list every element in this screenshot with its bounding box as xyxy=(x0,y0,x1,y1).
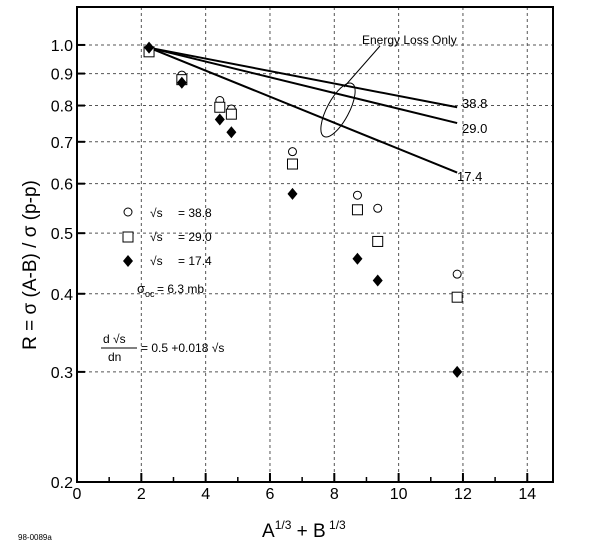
marker-square xyxy=(451,291,463,303)
x-axis-label: A1/3 + B 1/3 xyxy=(262,518,346,542)
x-tick-label: 6 xyxy=(266,486,275,503)
y-tick-label: 0.4 xyxy=(51,287,73,304)
y-tick-label: 0.6 xyxy=(51,177,73,194)
marker-diamond xyxy=(452,365,463,378)
marker-diamond xyxy=(352,252,363,265)
energy-loss-line xyxy=(148,46,458,109)
y-tick-label: 1.0 xyxy=(51,38,73,55)
legend-marker-diamond xyxy=(123,255,133,267)
y-tick-label: 0.8 xyxy=(51,99,73,116)
x-tick-label: 8 xyxy=(330,486,339,503)
energy-loss-label: Energy Loss Only xyxy=(362,33,457,47)
marker-circle xyxy=(452,269,462,279)
x-tick-label: 12 xyxy=(454,486,472,503)
x-label-a-exp: 1/3 xyxy=(275,518,292,532)
y-tick-label: 0.2 xyxy=(51,475,73,492)
sigma-oc-value: = 6.3 mb xyxy=(157,282,204,296)
line-label-38-8: 38.8 xyxy=(462,96,487,111)
marker-diamond xyxy=(214,113,225,126)
energy-loss-lines xyxy=(148,46,458,174)
formula-denominator: dn xyxy=(108,350,121,364)
formula-rhs: = 0.5 +0.018 √s xyxy=(141,341,224,355)
line-label-29-0: 29.0 xyxy=(462,121,487,136)
legend-value-0: = 38.8 xyxy=(178,206,212,220)
marker-square xyxy=(225,108,237,120)
axis-ticks: 0 2 4 6 8 10 12 14 0.2 0.3 0.4 0.5 0.6 0.7 0.8 0.9 1.0 xyxy=(51,38,537,503)
marker-diamond xyxy=(226,126,237,139)
y-tick-label: 0.7 xyxy=(51,135,73,152)
marker-circle xyxy=(373,203,383,213)
figure-id: 98-0089a xyxy=(18,533,52,542)
marker-diamond xyxy=(144,41,155,54)
x-label-plus: + B xyxy=(291,521,325,542)
energy-loss-line xyxy=(148,46,458,174)
x-label-b-exp: 1/3 xyxy=(326,518,346,532)
plot-frame xyxy=(76,6,554,483)
legend-value-2: = 17.4 xyxy=(178,254,212,268)
y-axis-label: R = σ (A-B) / σ (p-p) xyxy=(20,180,41,350)
x-tick-label: 10 xyxy=(390,486,408,503)
marker-diamond xyxy=(372,274,383,287)
x-tick-label: 0 xyxy=(73,486,82,503)
legend-marker-circle xyxy=(123,207,133,217)
grid xyxy=(77,7,553,482)
data-markers xyxy=(143,41,463,378)
x-tick-label: 14 xyxy=(518,486,536,503)
formula-numerator: d √s xyxy=(103,332,126,346)
legend-marker-square xyxy=(122,231,134,243)
line-label-17-4: 17.4 xyxy=(457,169,482,184)
marker-circle xyxy=(352,190,362,200)
marker-diamond xyxy=(287,187,298,200)
legend-sqrt-2: √s xyxy=(150,254,163,268)
marker-square xyxy=(214,101,226,113)
legend-value-1: = 29.0 xyxy=(178,230,212,244)
x-label-a: A xyxy=(262,521,275,542)
y-tick-label: 0.9 xyxy=(51,67,73,84)
legend: √s = 38.8 √s = 29.0 √s = 17.4 xyxy=(122,206,212,268)
legend-sqrt-0: √s xyxy=(150,206,163,220)
marker-square xyxy=(372,235,384,247)
y-tick-label: 0.3 xyxy=(51,365,73,382)
legend-sqrt-1: √s xyxy=(150,230,163,244)
energy-loss-ellipse xyxy=(320,82,356,138)
marker-circle xyxy=(287,147,297,157)
marker-square xyxy=(286,158,298,170)
marker-diamond xyxy=(176,76,187,89)
y-tick-label: 0.5 xyxy=(51,226,73,243)
energy-loss-line xyxy=(148,46,458,125)
energy-loss-pointer xyxy=(343,45,381,88)
x-tick-label: 4 xyxy=(201,486,210,503)
sigma-oc-subscript: oc xyxy=(145,289,155,299)
sigma-oc-symbol: σ xyxy=(137,281,145,296)
marker-square xyxy=(351,204,363,216)
x-tick-label: 2 xyxy=(137,486,146,503)
